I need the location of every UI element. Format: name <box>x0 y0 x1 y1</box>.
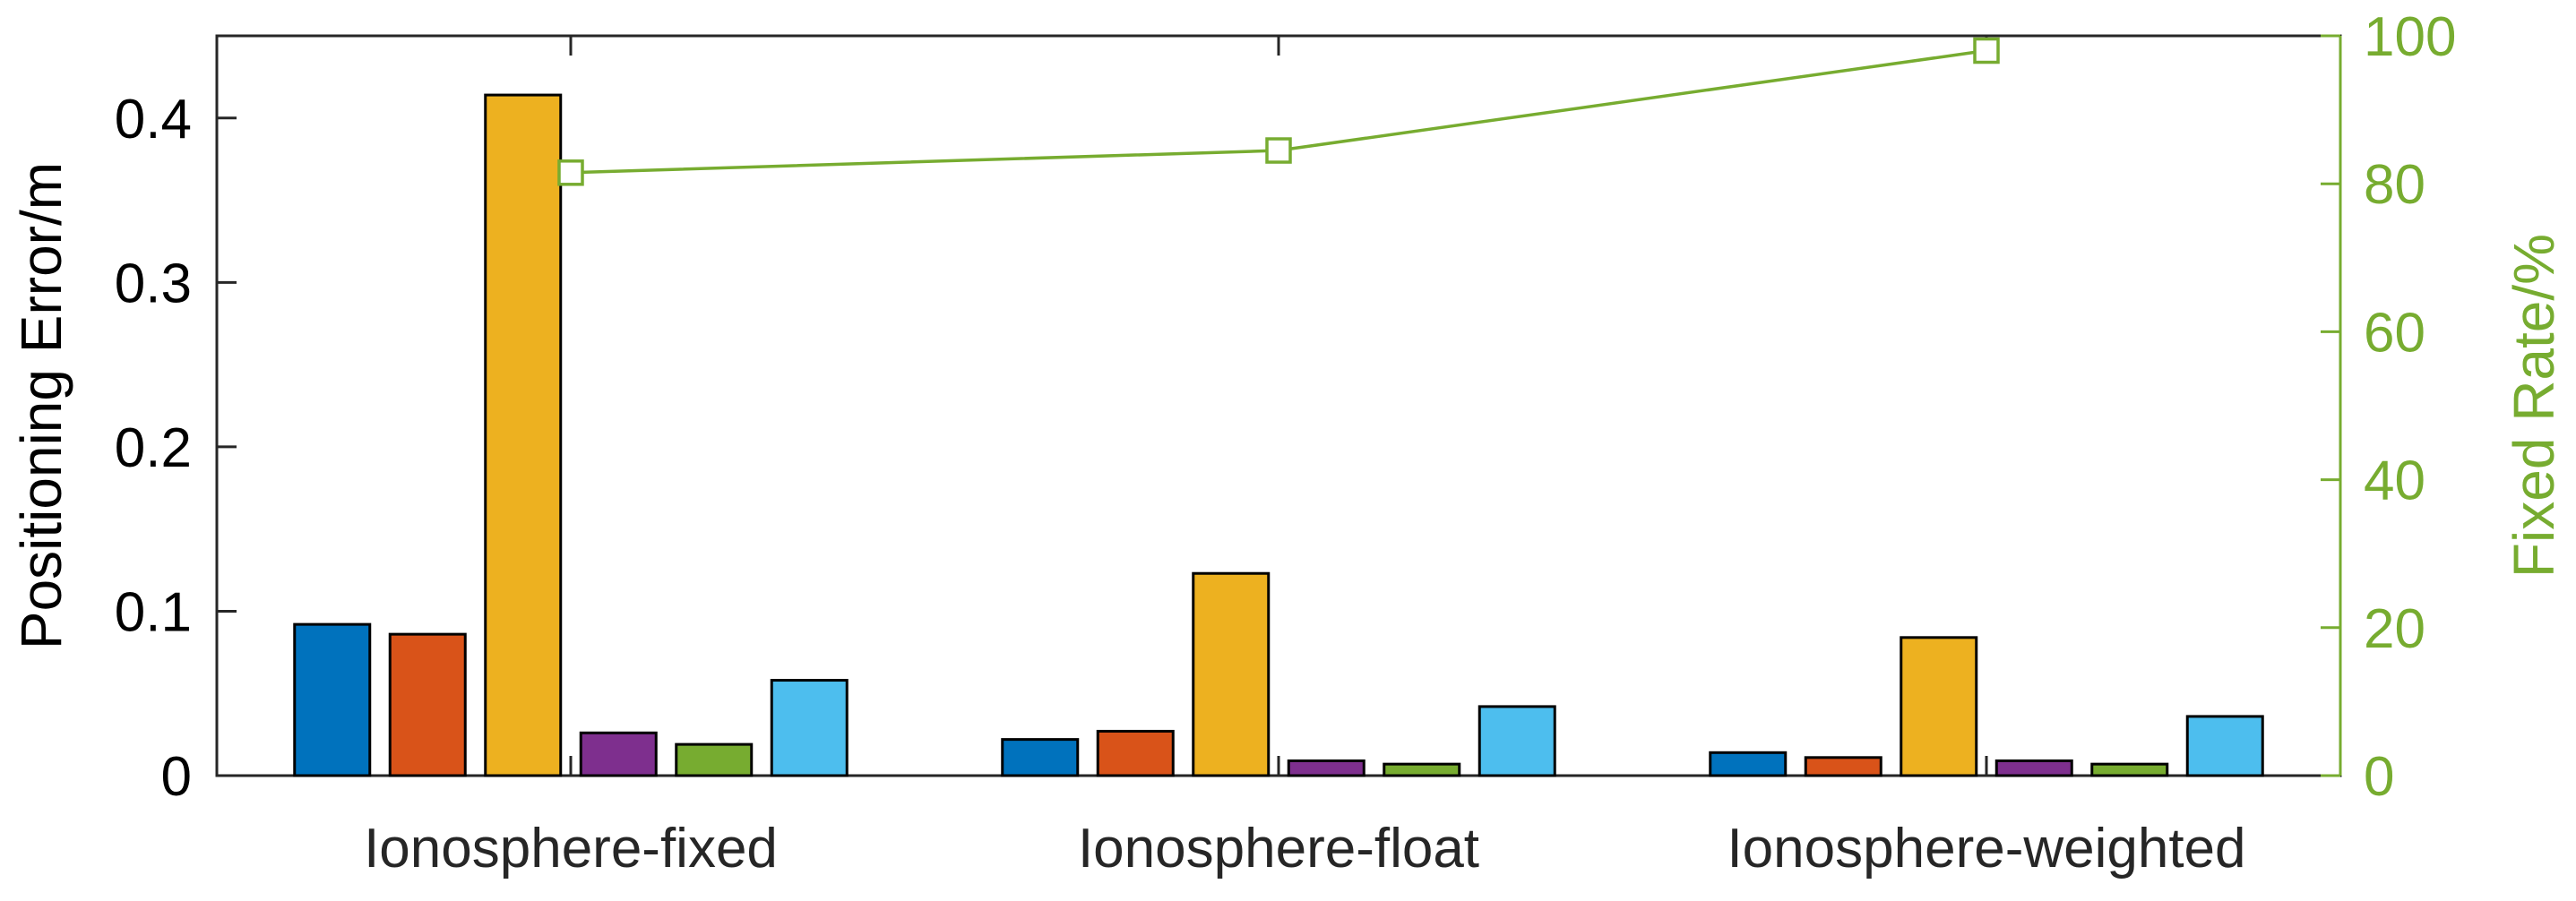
bar-series-6-cat-2 <box>1478 705 1556 777</box>
bar-series-3-cat-2 <box>1192 571 1271 777</box>
y-tick-label: 0.2 <box>115 417 192 479</box>
bar-series-4-cat-3 <box>1994 759 2073 777</box>
y-tick-label: 0.3 <box>115 253 192 314</box>
category-labels: Ionosphere-fixed Ionosphere-float Ionosphe… <box>364 818 2245 880</box>
bar-series-3-cat-3 <box>1900 636 1978 777</box>
y2-axis-label: Fixed Rate/% <box>2502 234 2566 578</box>
fixed-rate-marker-2 <box>1265 137 1292 164</box>
right-axis-ticks: 0 20 40 60 80 100 <box>2321 6 2456 808</box>
y2-tick-label: 80 <box>2364 154 2425 216</box>
y2-tick-label: 60 <box>2364 302 2425 364</box>
bar-series-2-cat-3 <box>1804 756 1882 777</box>
bar-series-6-cat-3 <box>2185 715 2264 777</box>
bar-series-5-cat-3 <box>2090 762 2169 777</box>
y2-tick-label: 100 <box>2364 6 2456 68</box>
x-category-label: Ionosphere-fixed <box>364 818 778 880</box>
bars-group <box>293 93 2264 777</box>
bar-series-1-cat-3 <box>1709 751 1788 777</box>
y2-tick-label: 40 <box>2364 450 2425 512</box>
x-category-label: Ionosphere-weighted <box>1727 818 2245 880</box>
bar-series-6-cat-1 <box>770 679 849 777</box>
fixed-rate-marker-1 <box>557 159 584 186</box>
bar-series-2-cat-2 <box>1096 729 1175 777</box>
y-tick-label: 0.4 <box>115 89 192 150</box>
y-tick-label: 0.1 <box>115 581 192 643</box>
plot-frame <box>215 34 2342 777</box>
y-tick-label: 0 <box>161 746 192 808</box>
x-category-label: Ionosphere-float <box>1078 818 1479 880</box>
bar-series-4-cat-1 <box>579 731 658 777</box>
fixed-rate-marker-3 <box>1973 37 2000 64</box>
bar-series-5-cat-1 <box>675 742 754 777</box>
bar-series-2-cat-1 <box>388 632 467 777</box>
y-axis-label: Positioning Error/m <box>9 162 73 649</box>
fixed-rate-line-group <box>557 37 2000 186</box>
bar-series-3-cat-1 <box>484 93 563 777</box>
bar-series-1-cat-2 <box>1001 738 1080 777</box>
left-axis-ticks: 0 0.1 0.2 0.3 0.4 <box>115 89 237 808</box>
y2-tick-label: 0 <box>2364 746 2394 808</box>
bar-series-1-cat-1 <box>293 622 372 777</box>
bar-series-5-cat-2 <box>1383 762 1461 777</box>
y2-tick-label: 20 <box>2364 598 2425 660</box>
bar-series-4-cat-2 <box>1287 759 1366 777</box>
